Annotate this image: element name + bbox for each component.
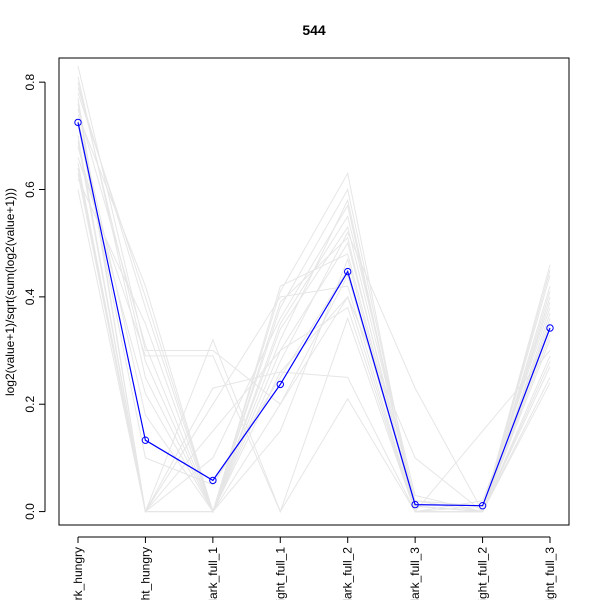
y-tick-label: 0.0 [23, 503, 37, 520]
highlight-point-5 [344, 267, 352, 276]
highlight-series-group [74, 118, 554, 510]
x-tick-label-8: light_full_3 [543, 547, 557, 600]
chart-title: 544 [302, 22, 326, 38]
x-tick-label-3: dark_full_1 [206, 547, 220, 600]
y-tick-label: 0.4 [23, 288, 37, 305]
highlight-series-line [77, 122, 551, 507]
highlight-point-2 [141, 436, 150, 444]
plot-frame [58, 57, 570, 526]
y-tick-label: 0.6 [23, 181, 37, 198]
y-tick-label: 0.8 [23, 73, 37, 90]
highlight-point-8 [546, 324, 554, 332]
x-axis: dark_hungry light_hungry dark_full_1 light_… [71, 536, 557, 605]
x-tick-label-4: light_full_1 [273, 547, 287, 600]
x-tick-label-1: dark_hungry [71, 547, 85, 600]
x-tick-label-2: light_hungry [138, 547, 152, 600]
highlight-point-4 [276, 380, 284, 389]
background-series-group [77, 65, 551, 514]
background-series-line-14 [77, 119, 551, 513]
y-axis-label: log2(value+1)/sqrt(sum(log2(value+1))) [3, 188, 17, 396]
x-tick-label-6: dark_full_3 [408, 547, 422, 600]
highlight-point-1 [74, 118, 82, 127]
highlight-point-7 [478, 502, 487, 510]
x-tick-label-7: light_full_2 [476, 547, 490, 600]
highlight-point-3 [209, 476, 217, 485]
y-axis: 0.0 0.2 0.4 0.6 0.8 [23, 73, 46, 520]
background-series-line-20 [77, 87, 551, 514]
y-tick-label: 0.2 [23, 396, 37, 413]
x-tick-label-5: dark_full_2 [341, 547, 355, 600]
background-series-line-19 [77, 173, 551, 513]
background-series-line-7 [77, 135, 551, 514]
highlight-point-6 [411, 500, 419, 509]
